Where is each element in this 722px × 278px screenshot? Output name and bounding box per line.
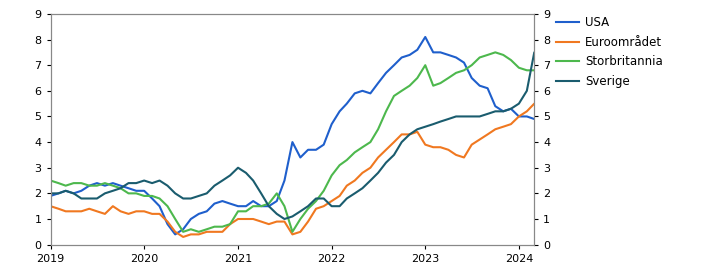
Legend: USA, Euroområdet, Storbritannia, Sverige: USA, Euroområdet, Storbritannia, Sverige [551,11,668,92]
Line: USA: USA [51,37,628,234]
Line: Storbritannia: Storbritannia [51,52,628,232]
Line: Sverige: Sverige [51,52,628,219]
Line: Euroområdet: Euroområdet [51,96,628,237]
